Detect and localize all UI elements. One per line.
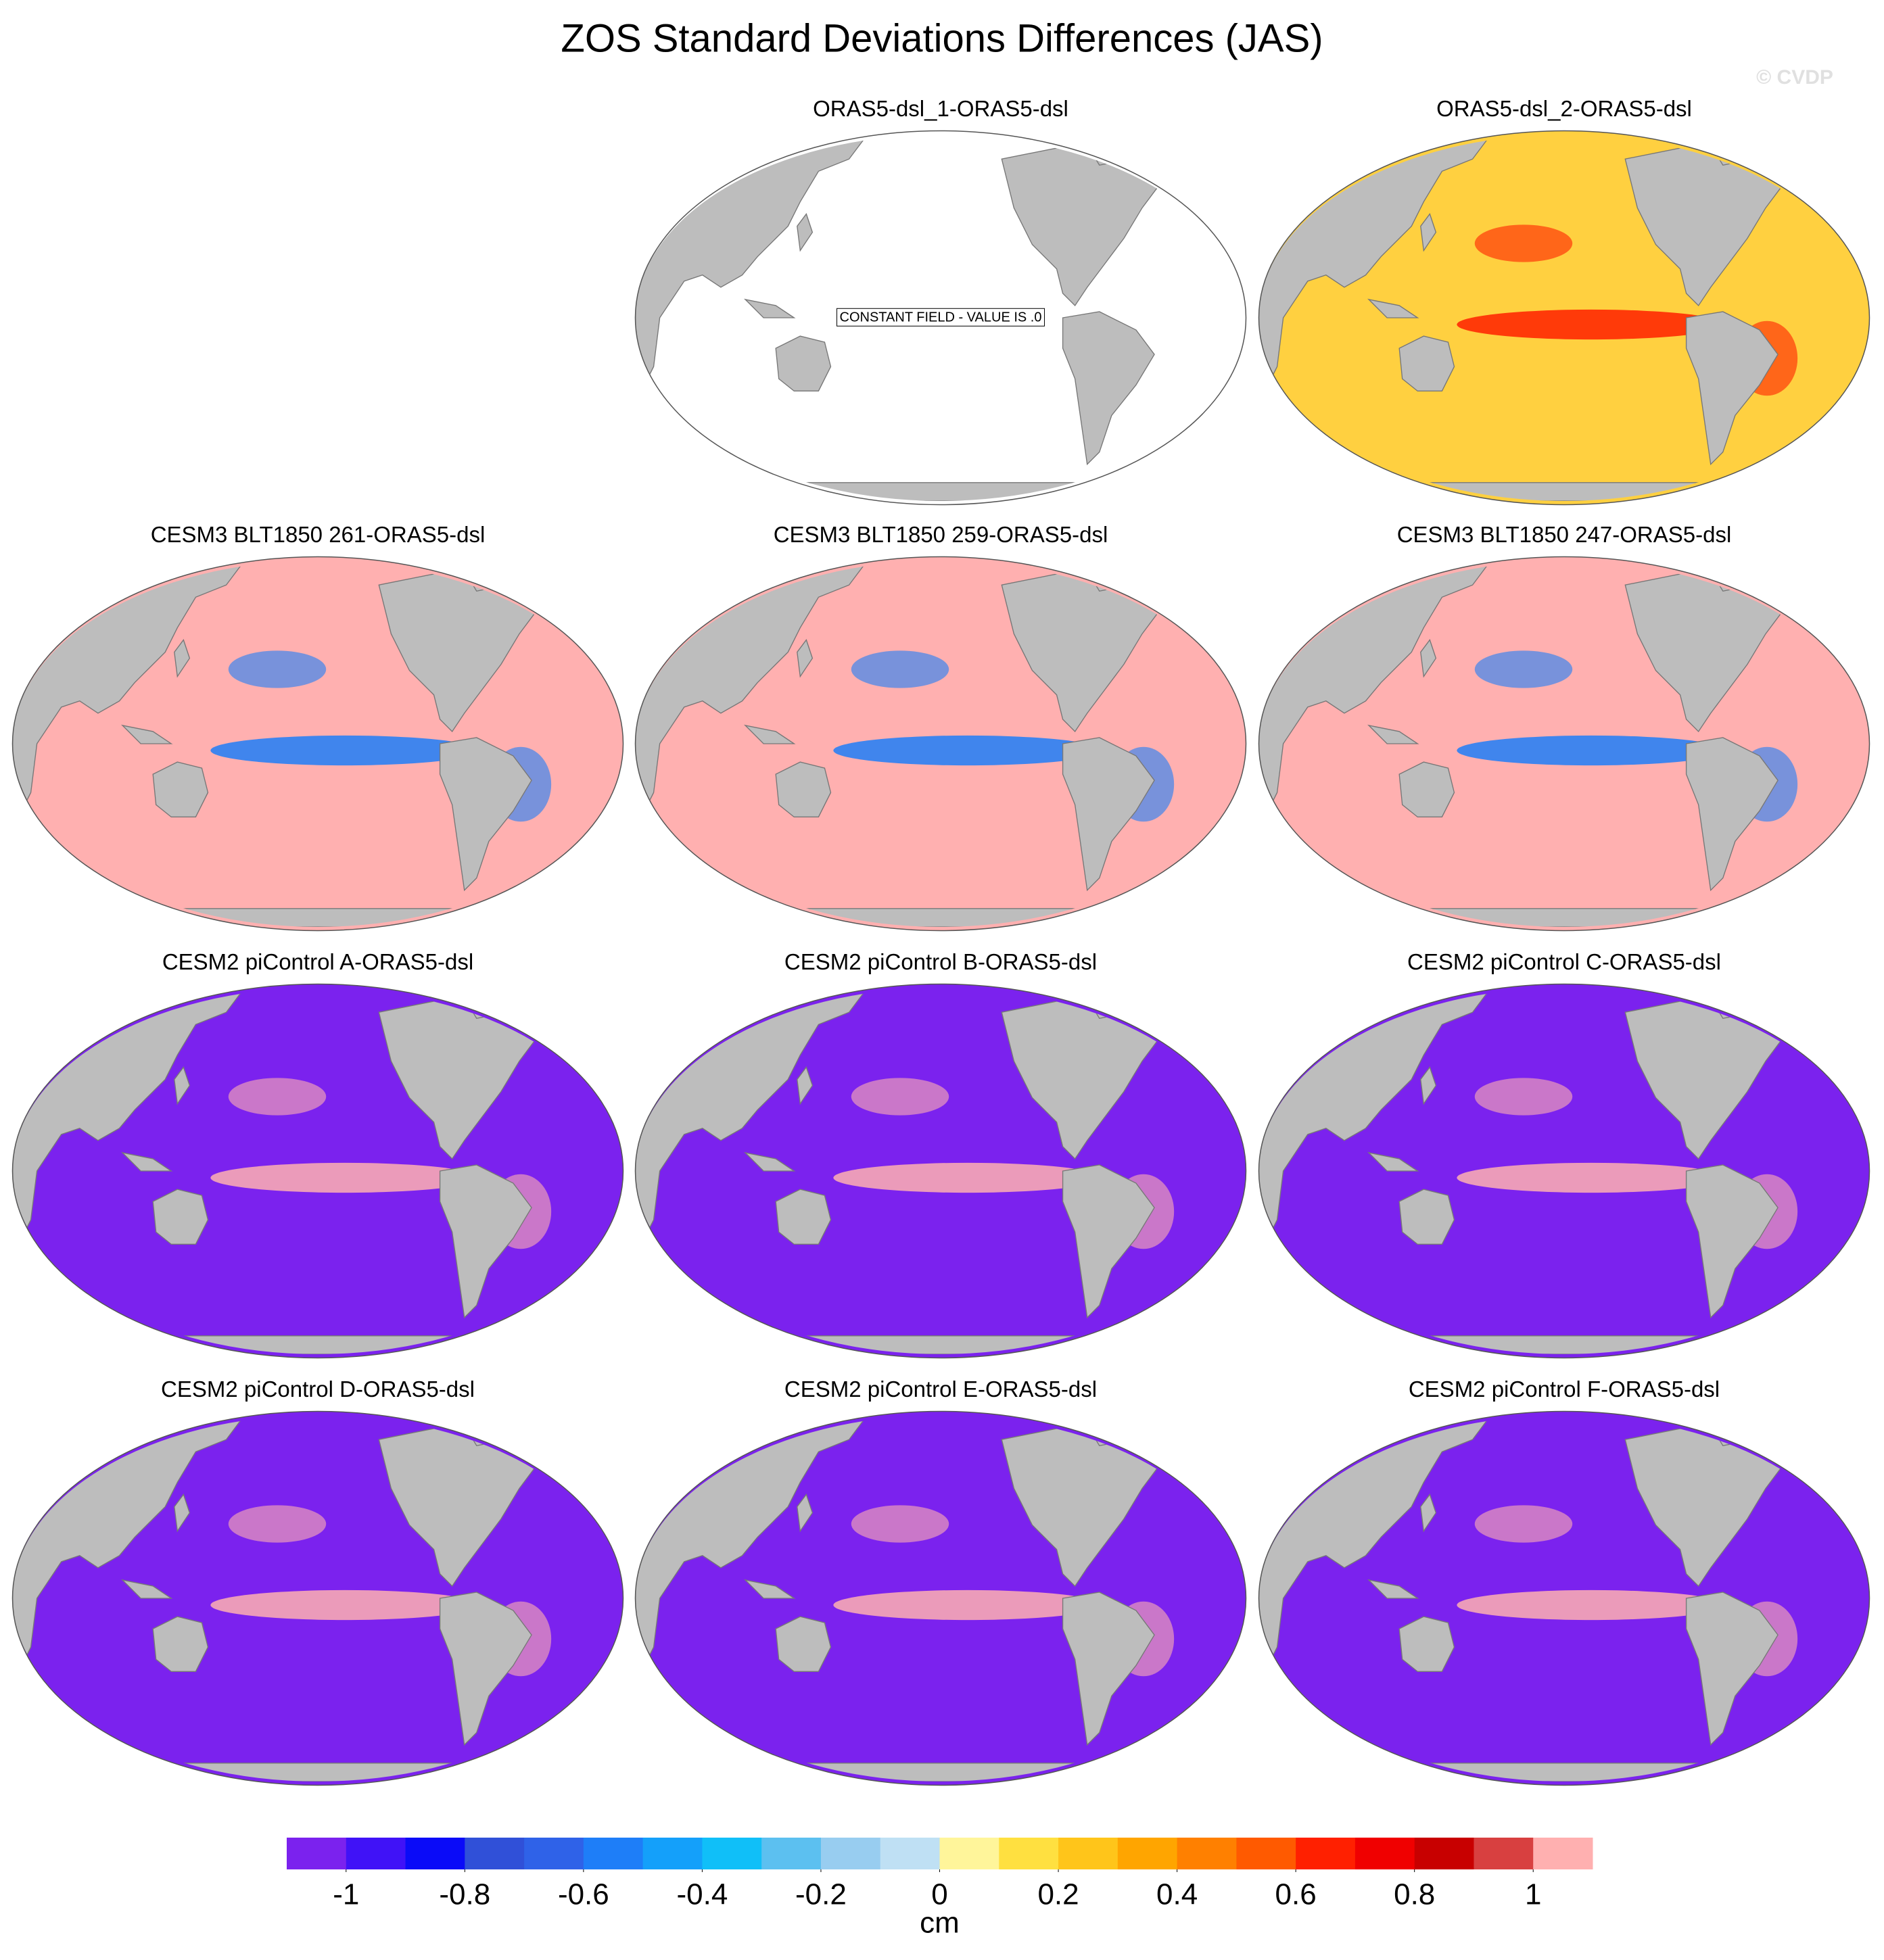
note-box xyxy=(837,308,1045,327)
map-border xyxy=(11,1410,624,1786)
panel-title: CESM2 piControl A-ORAS5-dsl xyxy=(162,949,473,974)
equatorial-band xyxy=(833,1589,1102,1621)
constant-field-note: CONSTANT FIELD - VALUE IS .0 xyxy=(840,310,1042,325)
map-panel: CESM2 piControl F-ORAS5-dsl xyxy=(1258,1377,1870,1786)
colorbar-tick-label: -0.2 xyxy=(795,1878,847,1911)
colorbar-label: cm xyxy=(920,1907,960,1940)
map-panel: CESM3 BLT1850 261-ORAS5-dsl xyxy=(11,522,624,932)
colorbar-box xyxy=(1117,1838,1178,1869)
colorbar-tick-label: 0.6 xyxy=(1275,1878,1317,1911)
colorbar-box xyxy=(939,1838,999,1869)
map-border xyxy=(634,556,1247,932)
map-panel: ORAS5-dsl_2-ORAS5-dsl xyxy=(1258,96,1870,506)
map-panel: CESM2 piControl D-ORAS5-dsl xyxy=(11,1377,624,1786)
panel-title: CESM2 piControl E-ORAS5-dsl xyxy=(784,1377,1097,1402)
anomaly-patch xyxy=(1474,1505,1573,1543)
watermark: © CVDP xyxy=(1756,66,1833,89)
colorbar-box xyxy=(702,1838,762,1869)
colorbar-box xyxy=(1296,1838,1356,1869)
colorbar-box xyxy=(465,1838,525,1869)
equatorial-band xyxy=(210,1589,479,1621)
anomaly-patch xyxy=(851,1078,949,1116)
colorbar-box xyxy=(999,1838,1059,1869)
anomaly-patch xyxy=(851,650,949,688)
map-border xyxy=(634,130,1247,506)
colorbar-box xyxy=(1177,1838,1237,1869)
map-border xyxy=(11,983,624,1359)
colorbar-box xyxy=(346,1838,406,1869)
equatorial-band xyxy=(1457,735,1726,766)
equatorial-band xyxy=(1457,309,1726,340)
colorbar-tick-label: 0.4 xyxy=(1156,1878,1198,1911)
anomaly-patch xyxy=(851,1505,949,1543)
panel-title: CESM2 piControl F-ORAS5-dsl xyxy=(1409,1377,1720,1402)
colorbar-box xyxy=(1474,1838,1534,1869)
equatorial-band xyxy=(1457,1589,1726,1621)
colorbar-tick-label: 1 xyxy=(1525,1878,1541,1911)
anomaly-patch xyxy=(228,650,327,688)
map-panel: CESM2 piControl B-ORAS5-dsl xyxy=(634,949,1247,1359)
colorbar-box xyxy=(1414,1838,1474,1869)
map-border xyxy=(1258,130,1870,506)
anomaly-patch xyxy=(1474,224,1573,262)
colorbar-tick-label: -0.8 xyxy=(439,1878,490,1911)
equatorial-band xyxy=(210,735,479,766)
panel-title: ORAS5-dsl_1-ORAS5-dsl xyxy=(813,96,1068,121)
anomaly-patch xyxy=(228,1078,327,1116)
anomaly-patch xyxy=(228,1505,327,1543)
colorbar-box xyxy=(820,1838,881,1869)
map-panel: CESM2 piControl E-ORAS5-dsl xyxy=(634,1377,1247,1786)
map-border xyxy=(1258,983,1870,1359)
equatorial-band xyxy=(833,1162,1102,1193)
colorbar-box xyxy=(1058,1838,1118,1869)
figure-title: ZOS Standard Deviations Differences (JAS… xyxy=(561,16,1323,60)
equatorial-band xyxy=(1457,1162,1726,1193)
map-border xyxy=(634,1410,1247,1786)
map-border xyxy=(11,556,624,932)
map-panel: CESM2 piControl A-ORAS5-dsl xyxy=(11,949,624,1359)
colorbar-tick-label: -0.4 xyxy=(676,1878,728,1911)
anomaly-patch xyxy=(1474,650,1573,688)
panel-title: CESM3 BLT1850 259-ORAS5-dsl xyxy=(774,522,1108,547)
colorbar-box xyxy=(1236,1838,1296,1869)
colorbar-tick-label: 0.2 xyxy=(1037,1878,1079,1911)
map-border xyxy=(1258,1410,1870,1786)
colorbar-box xyxy=(642,1838,703,1869)
map-panel: CESM3 BLT1850 247-ORAS5-dsl xyxy=(1258,522,1870,932)
panel-title: CESM3 BLT1850 261-ORAS5-dsl xyxy=(151,522,486,547)
map-panel: ORAS5-dsl_1-ORAS5-dsl CONSTANT FIELD - VA… xyxy=(634,96,1247,506)
colorbar-tick-label: 0 xyxy=(931,1878,947,1911)
colorbar-tick-label: -1 xyxy=(333,1878,359,1911)
map-border xyxy=(1258,556,1870,932)
colorbar-box xyxy=(583,1838,644,1869)
anomaly-patch xyxy=(1474,1078,1573,1116)
map-panel: CESM3 BLT1850 259-ORAS5-dsl xyxy=(634,522,1247,932)
panel-title: CESM2 piControl C-ORAS5-dsl xyxy=(1407,949,1721,974)
colorbar-box xyxy=(1533,1838,1593,1869)
colorbar-tick-label: -0.6 xyxy=(558,1878,609,1911)
panel-title: CESM2 piControl B-ORAS5-dsl xyxy=(784,949,1097,974)
map-panel: CESM2 piControl C-ORAS5-dsl xyxy=(1258,949,1870,1359)
equatorial-band xyxy=(833,735,1102,766)
panel-title: CESM2 piControl D-ORAS5-dsl xyxy=(161,1377,475,1402)
colorbar-box xyxy=(405,1838,465,1869)
panel-title: CESM3 BLT1850 247-ORAS5-dsl xyxy=(1397,522,1732,547)
colorbar-box xyxy=(287,1838,347,1869)
colorbar-box xyxy=(1355,1838,1415,1869)
colorbar-tick-label: 0.8 xyxy=(1394,1878,1435,1911)
colorbar-box xyxy=(880,1838,940,1869)
map-border xyxy=(634,983,1247,1359)
colorbar-box xyxy=(524,1838,584,1869)
colorbar-box xyxy=(761,1838,822,1869)
equatorial-band xyxy=(210,1162,479,1193)
panel-title: ORAS5-dsl_2-ORAS5-dsl xyxy=(1436,96,1692,121)
